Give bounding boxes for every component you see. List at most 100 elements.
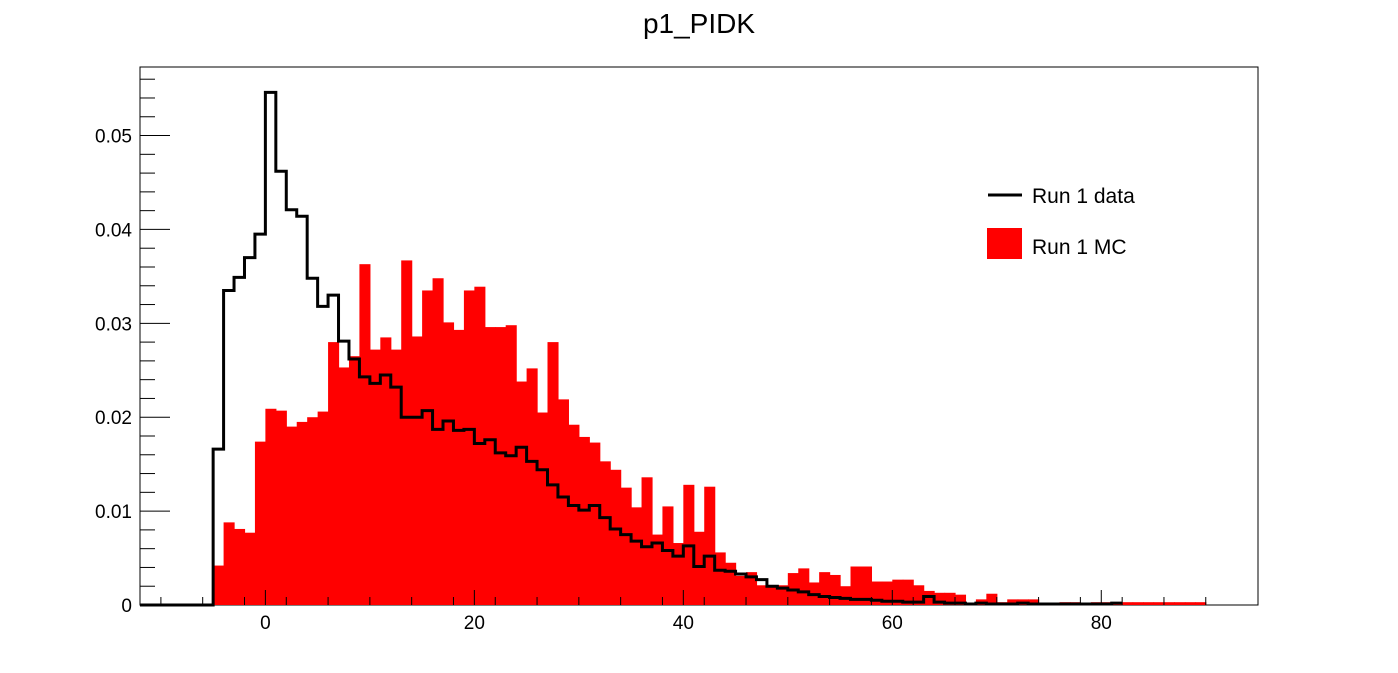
- y-tick-label: 0.04: [95, 220, 132, 241]
- mc-bar: [714, 552, 726, 605]
- mc-bar: [610, 469, 622, 605]
- mc-bar: [432, 278, 444, 605]
- mc-bar: [631, 507, 643, 605]
- mc-bar: [568, 424, 580, 605]
- mc-bar: [526, 368, 538, 605]
- mc-bar: [1028, 599, 1040, 605]
- legend-label-mc: Run 1 MC: [1032, 236, 1127, 259]
- mc-bar: [651, 534, 664, 605]
- mc-bar: [1122, 602, 1134, 605]
- mc-bar: [693, 531, 705, 605]
- mc-bar: [892, 579, 904, 605]
- mc-bar: [1153, 602, 1165, 605]
- mc-bar: [840, 586, 852, 605]
- data-series-line: [140, 90, 1123, 607]
- mc-bar: [620, 487, 632, 605]
- mc-bar: [1195, 602, 1207, 605]
- mc-bar: [338, 367, 350, 605]
- mc-bar: [369, 349, 381, 605]
- axes: 0 20 40 60 80 0 0.01 0.02 0.03 0.04 0.05: [95, 78, 1207, 634]
- mc-bar: [860, 566, 873, 605]
- mc-bar: [234, 528, 246, 605]
- mc-bar: [557, 399, 569, 605]
- mc-bar: [986, 593, 998, 605]
- mc-bar: [380, 337, 392, 605]
- x-tick-label: 40: [673, 613, 694, 634]
- mc-bar: [672, 543, 684, 605]
- mc-bar: [850, 566, 862, 605]
- mc-bar: [317, 411, 329, 605]
- mc-bar: [944, 592, 956, 605]
- mc-bar: [516, 381, 528, 605]
- y-tick-label: 0.05: [95, 127, 132, 148]
- y-tick-label: 0.01: [95, 502, 132, 523]
- mc-bar: [902, 579, 914, 605]
- mc-bar: [254, 441, 266, 605]
- legend: Run 1 data Run 1 MC: [987, 185, 1135, 259]
- mc-bar: [871, 581, 883, 605]
- mc-bar: [422, 290, 434, 605]
- mc-bar: [746, 572, 758, 605]
- mc-bar: [913, 585, 925, 605]
- chart-title: p1_PIDK: [643, 8, 755, 39]
- mc-bar: [307, 417, 319, 605]
- x-tick-label: 0: [260, 613, 271, 634]
- y-tick-label: 0.03: [95, 314, 132, 335]
- mc-series-bars: [213, 260, 1207, 605]
- mc-bar: [537, 412, 549, 605]
- mc-bar: [213, 565, 225, 605]
- mc-bar: [443, 322, 455, 605]
- mc-bar: [819, 572, 831, 605]
- mc-bar: [547, 342, 559, 605]
- mc-bar: [1132, 602, 1144, 605]
- mc-bar: [798, 568, 810, 605]
- mc-bar: [484, 327, 496, 605]
- mc-bar: [244, 532, 256, 605]
- mc-bar: [777, 585, 789, 605]
- mc-bar: [265, 408, 277, 605]
- x-tick-label: 20: [464, 613, 485, 634]
- mc-bar: [474, 286, 486, 605]
- legend-mc-swatch: [987, 228, 1022, 259]
- mc-bar: [328, 342, 340, 605]
- mc-bar: [881, 581, 893, 605]
- mc-bar: [275, 410, 287, 605]
- mc-bar: [1163, 602, 1176, 605]
- mc-bar: [578, 436, 590, 605]
- mc-bar: [662, 506, 674, 605]
- data-step-path: [140, 90, 1123, 607]
- legend-label-data: Run 1 data: [1032, 185, 1135, 208]
- mc-bar: [725, 562, 737, 605]
- x-tick-label: 60: [882, 613, 903, 634]
- mc-bar: [1007, 599, 1019, 605]
- mc-bar: [348, 356, 361, 605]
- mc-bar: [1184, 602, 1196, 605]
- mc-bar: [411, 336, 423, 605]
- mc-bar: [453, 329, 465, 605]
- mc-bar: [1174, 602, 1186, 605]
- mc-bar: [829, 574, 841, 605]
- mc-bar: [296, 421, 308, 605]
- mc-bar: [223, 522, 235, 605]
- mc-bar: [390, 349, 402, 605]
- mc-bar: [756, 585, 768, 605]
- mc-bar: [359, 264, 371, 605]
- x-tick-label: 80: [1091, 613, 1112, 634]
- y-tick-label: 0.02: [95, 408, 132, 429]
- mc-bar: [735, 575, 747, 605]
- mc-bar: [463, 290, 475, 605]
- mc-bar: [766, 587, 778, 605]
- mc-bar: [934, 592, 946, 605]
- mc-bar: [641, 477, 653, 605]
- mc-bar: [401, 260, 413, 605]
- mc-bar: [599, 461, 611, 605]
- mc-bar: [704, 486, 716, 605]
- mc-bar: [589, 442, 601, 605]
- mc-bar: [495, 327, 507, 605]
- mc-bar: [505, 325, 517, 605]
- mc-bar: [954, 594, 967, 605]
- mc-bar: [286, 426, 298, 605]
- y-tick-label: 0: [121, 596, 132, 617]
- mc-bar: [1143, 602, 1155, 605]
